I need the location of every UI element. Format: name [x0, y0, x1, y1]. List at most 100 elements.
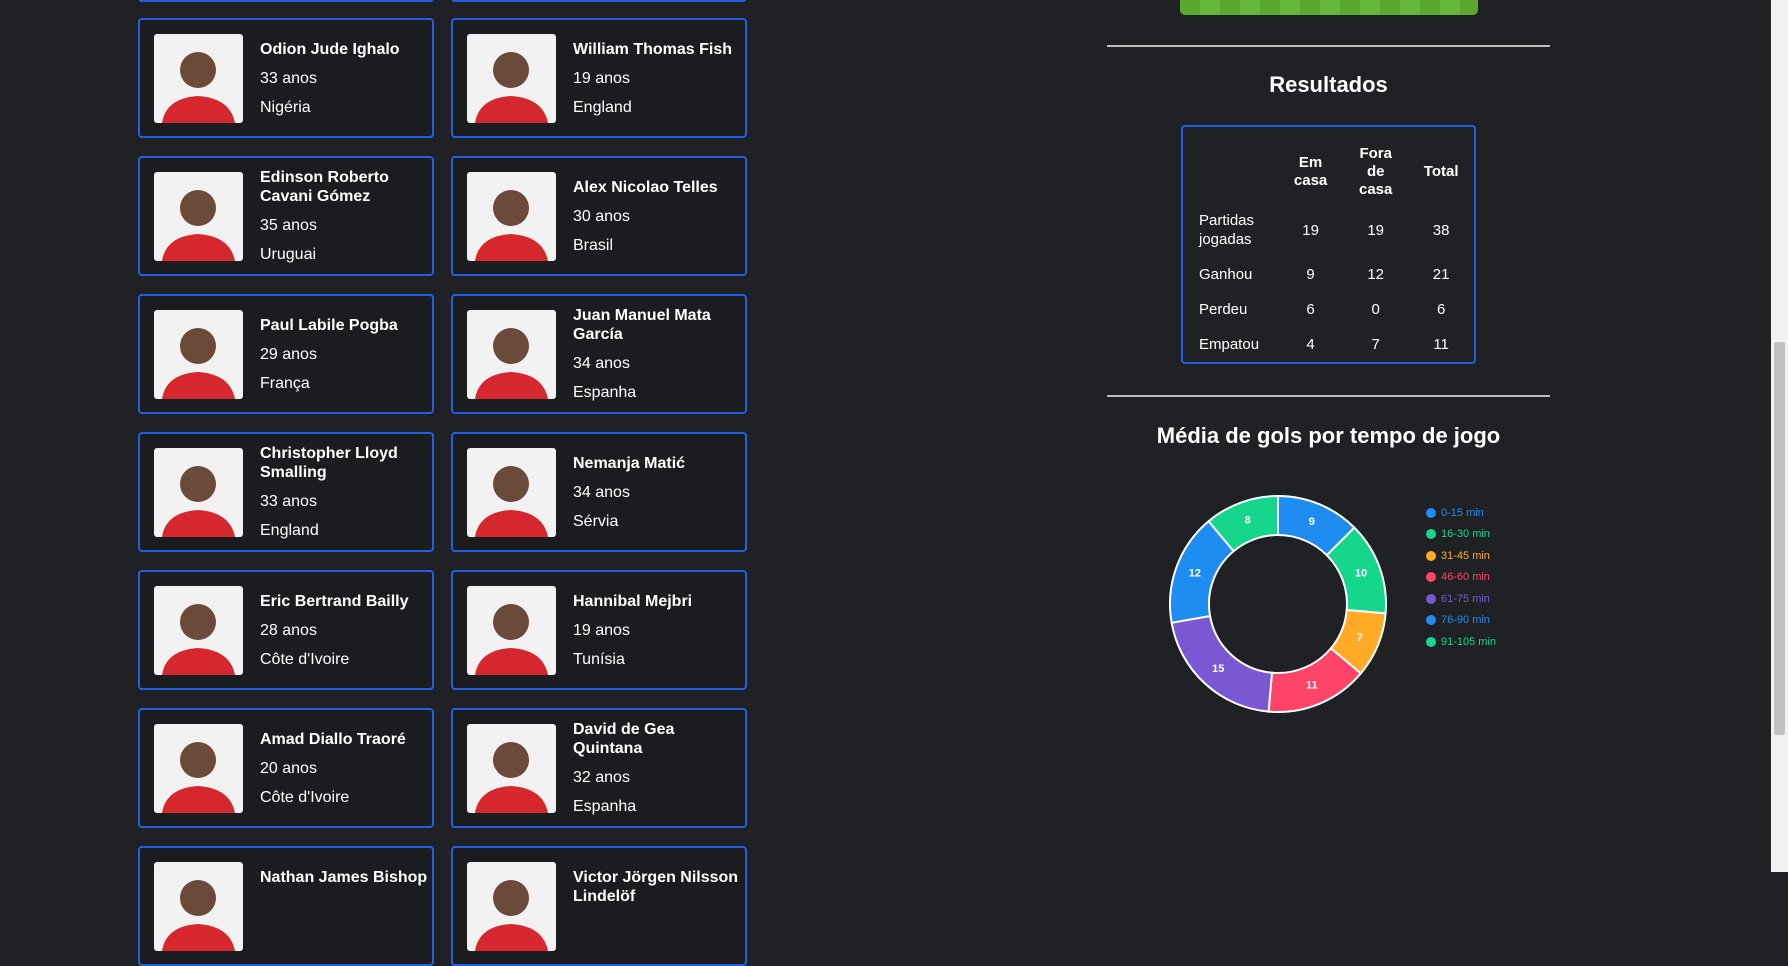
legend-label: 0-15 min: [1441, 506, 1484, 519]
page: {"players": [ {"name": "Odion Jude Ighal…: [138, 0, 1788, 966]
table-row: Partidas jogadas 19 19 38: [1199, 203, 1474, 257]
column-header: Fora de casa: [1359, 145, 1393, 198]
player-info: Amad Diallo Traoré 20 anos Côte d'Ivoire: [260, 710, 432, 826]
cell: 11: [1433, 336, 1449, 353]
cell: 4: [1306, 336, 1315, 353]
column-header: Total: [1423, 163, 1459, 180]
player-card[interactable]: [451, 0, 747, 2]
player-card[interactable]: [138, 0, 434, 2]
photo-silhouette: [162, 52, 235, 123]
legend: 0-15 min 16-30 min 31-45 min 46-60 min 61-75…: [1426, 502, 1496, 653]
player-card[interactable]: Eric Bertrand Bailly 28 anos Côte d'Ivoire: [138, 570, 434, 690]
segment-label: 11: [1306, 680, 1318, 692]
legend-swatch: [1426, 507, 1436, 518]
player-card[interactable]: Nathan James Bishop: [138, 846, 434, 966]
cell: 12: [1367, 266, 1385, 283]
segment-label: 15: [1212, 663, 1224, 675]
player-card[interactable]: David de Gea Quintana 32 anos Espanha: [451, 708, 747, 828]
row-label: Perdeu: [1199, 301, 1248, 318]
legend-item[interactable]: 31-45 min: [1426, 545, 1496, 567]
player-name: Nathan James Bishop: [260, 869, 428, 886]
player-info: Edinson Roberto Cavani Gómez 35 anos Urugu…: [260, 158, 432, 274]
donut-segment: [1207, 494, 1279, 553]
player-photo: [154, 724, 243, 813]
player-photo: [154, 586, 243, 675]
player-card[interactable]: William Thomas Fish 19 anos England: [451, 18, 747, 138]
player-name: Juan Manuel Mata García: [573, 307, 711, 343]
player-photo: [467, 586, 556, 675]
player-info: Nemanja Matić 34 anos Sérvia: [573, 434, 745, 550]
player-name: Christopher Lloyd Smalling: [260, 445, 398, 481]
photo-silhouette: [162, 328, 235, 399]
legend-swatch: [1426, 636, 1436, 647]
player-name: Eric Bertrand Bailly: [260, 592, 409, 610]
legend-item[interactable]: 46-60 min: [1426, 567, 1496, 589]
legend-item[interactable]: 91-105 min: [1426, 631, 1496, 653]
player-card[interactable]: Odion Jude Ighalo 33 anos Nigéria: [138, 18, 434, 138]
player-card[interactable]: Juan Manuel Mata García 34 anos Espanha: [451, 294, 747, 414]
player-country: Nigéria: [260, 98, 311, 116]
player-card[interactable]: Paul Labile Pogba 29 anos França: [138, 294, 434, 414]
photo-silhouette: [475, 466, 548, 537]
player-age: 33 anos: [260, 69, 317, 87]
player-age: 30 anos: [573, 207, 630, 225]
legend-label: 76-90 min: [1441, 614, 1490, 627]
player-photo: [154, 172, 243, 261]
legend-label: 61-75 min: [1441, 592, 1490, 605]
player-info: Hannibal Mejbri 19 anos Tunísia: [573, 572, 745, 688]
photo-silhouette: [162, 190, 235, 261]
photo-silhouette: [162, 604, 235, 675]
player-name: Odion Jude Ighalo: [260, 40, 400, 58]
divider: [1107, 45, 1550, 47]
player-info: David de Gea Quintana 32 anos Espanha: [573, 710, 745, 826]
cell: 19: [1367, 221, 1385, 239]
legend-label: 91-105 min: [1441, 635, 1497, 648]
player-age: 19 anos: [573, 69, 630, 87]
legend-label: 46-60 min: [1441, 571, 1490, 584]
results-table-box: Em casa Fora de casa Total Partidas jogadas…: [1181, 125, 1476, 364]
legend-item[interactable]: 76-90 min: [1426, 610, 1496, 632]
legend-swatch: [1426, 529, 1436, 540]
player-photo: [467, 862, 556, 951]
player-country: Côte d'Ivoire: [260, 650, 350, 668]
player-photo: [467, 310, 556, 399]
row-label: Empatou: [1199, 336, 1260, 353]
player-info: Nathan James Bishop: [260, 848, 432, 964]
player-photo: [467, 34, 556, 123]
player-card[interactable]: Victor Jörgen Nilsson Lindelöf: [451, 846, 747, 966]
player-age: 34 anos: [573, 483, 630, 501]
player-photo: [154, 448, 243, 537]
player-country: Uruguai: [260, 246, 317, 263]
row-label: Ganhou: [1199, 266, 1253, 283]
player-photo: [154, 310, 243, 399]
player-info: Victor Jörgen Nilsson Lindelöf: [573, 848, 745, 964]
player-info: Alex Nicolao Telles 30 anos Brasil: [573, 158, 745, 274]
column-header: Em casa: [1293, 154, 1328, 189]
photo-silhouette: [162, 742, 235, 813]
legend-item[interactable]: 0-15 min: [1426, 502, 1496, 524]
player-country: Tunísia: [573, 650, 625, 668]
scrollbar[interactable]: [1771, 0, 1788, 872]
player-country: England: [260, 522, 319, 539]
photo-silhouette: [162, 880, 235, 951]
cell: 0: [1371, 301, 1380, 318]
player-card[interactable]: Christopher Lloyd Smalling 33 anos England: [138, 432, 434, 552]
player-card[interactable]: Nemanja Matić 34 anos Sérvia: [451, 432, 747, 552]
player-name: William Thomas Fish: [573, 40, 732, 58]
photo-silhouette: [162, 466, 235, 537]
player-card[interactable]: Alex Nicolao Telles 30 anos Brasil: [451, 156, 747, 276]
divider: [1107, 395, 1550, 397]
table-row: Ganhou 9 12 21: [1199, 257, 1474, 292]
player-card[interactable]: Edinson Roberto Cavani Gómez 35 anos Urugu…: [138, 156, 434, 276]
legend-item[interactable]: 61-75 min: [1426, 588, 1496, 610]
cell: 7: [1371, 336, 1380, 353]
player-card[interactable]: Amad Diallo Traoré 20 anos Côte d'Ivoire: [138, 708, 434, 828]
scrollbar-thumb[interactable]: [1774, 342, 1785, 735]
photo-silhouette: [475, 604, 548, 675]
player-card[interactable]: Hannibal Mejbri 19 anos Tunísia: [451, 570, 747, 690]
player-name: Hannibal Mejbri: [573, 592, 693, 610]
legend-item[interactable]: 16-30 min: [1426, 524, 1496, 546]
cell: 38: [1432, 221, 1450, 239]
segment-label: 10: [1355, 568, 1367, 580]
legend-swatch: [1426, 572, 1436, 583]
